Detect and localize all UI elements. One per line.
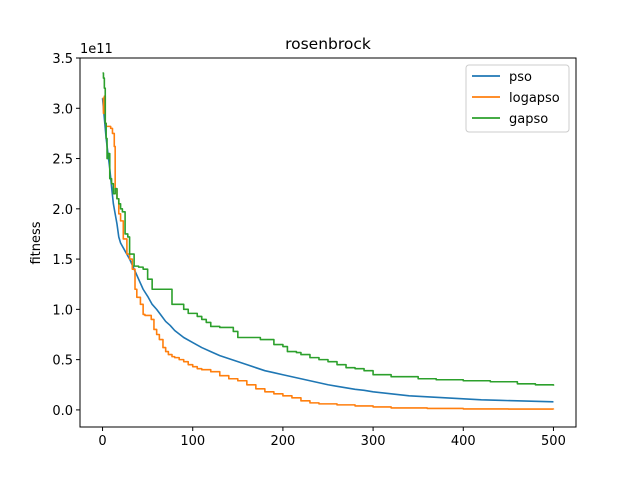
y-tick-label: 0.5 xyxy=(52,354,73,369)
x-tick-label: 500 xyxy=(541,434,566,449)
y-tick-label: 1.5 xyxy=(52,253,73,268)
x-tick-label: 100 xyxy=(180,434,205,449)
x-axis: 0 100 200 300 400 500 xyxy=(98,427,566,449)
y-tick-label: 3.0 xyxy=(52,102,73,117)
chart-title: rosenbrock xyxy=(285,35,371,53)
y-tick-label: 3.5 xyxy=(52,52,73,67)
legend-label-pso: pso xyxy=(509,70,532,85)
y-tick-label: 1.0 xyxy=(52,303,73,318)
x-tick-label: 400 xyxy=(451,434,476,449)
x-tick-label: 0 xyxy=(98,434,106,449)
legend-box xyxy=(465,64,570,133)
legend-label-gapso: gapso xyxy=(509,112,548,127)
y-axis: 0.0 0.5 1.0 1.5 2.0 2.5 3.0 3.5 xyxy=(52,52,80,419)
legend: pso logapso gapso xyxy=(465,64,570,133)
y-axis-label: fitness xyxy=(29,221,44,264)
y-tick-label: 0.0 xyxy=(52,404,73,419)
plot-frame xyxy=(79,57,577,428)
x-tick-label: 300 xyxy=(361,434,386,449)
series-line-pso xyxy=(101,98,554,403)
y-axis-offset-label: 1e11 xyxy=(80,42,113,57)
plot-series xyxy=(101,72,555,410)
x-tick-label: 200 xyxy=(270,434,295,449)
y-tick-label: 2.5 xyxy=(52,153,73,168)
legend-label-logapso: logapso xyxy=(509,91,560,106)
series-line-gapso xyxy=(102,72,555,386)
y-tick-label: 2.0 xyxy=(52,203,73,218)
